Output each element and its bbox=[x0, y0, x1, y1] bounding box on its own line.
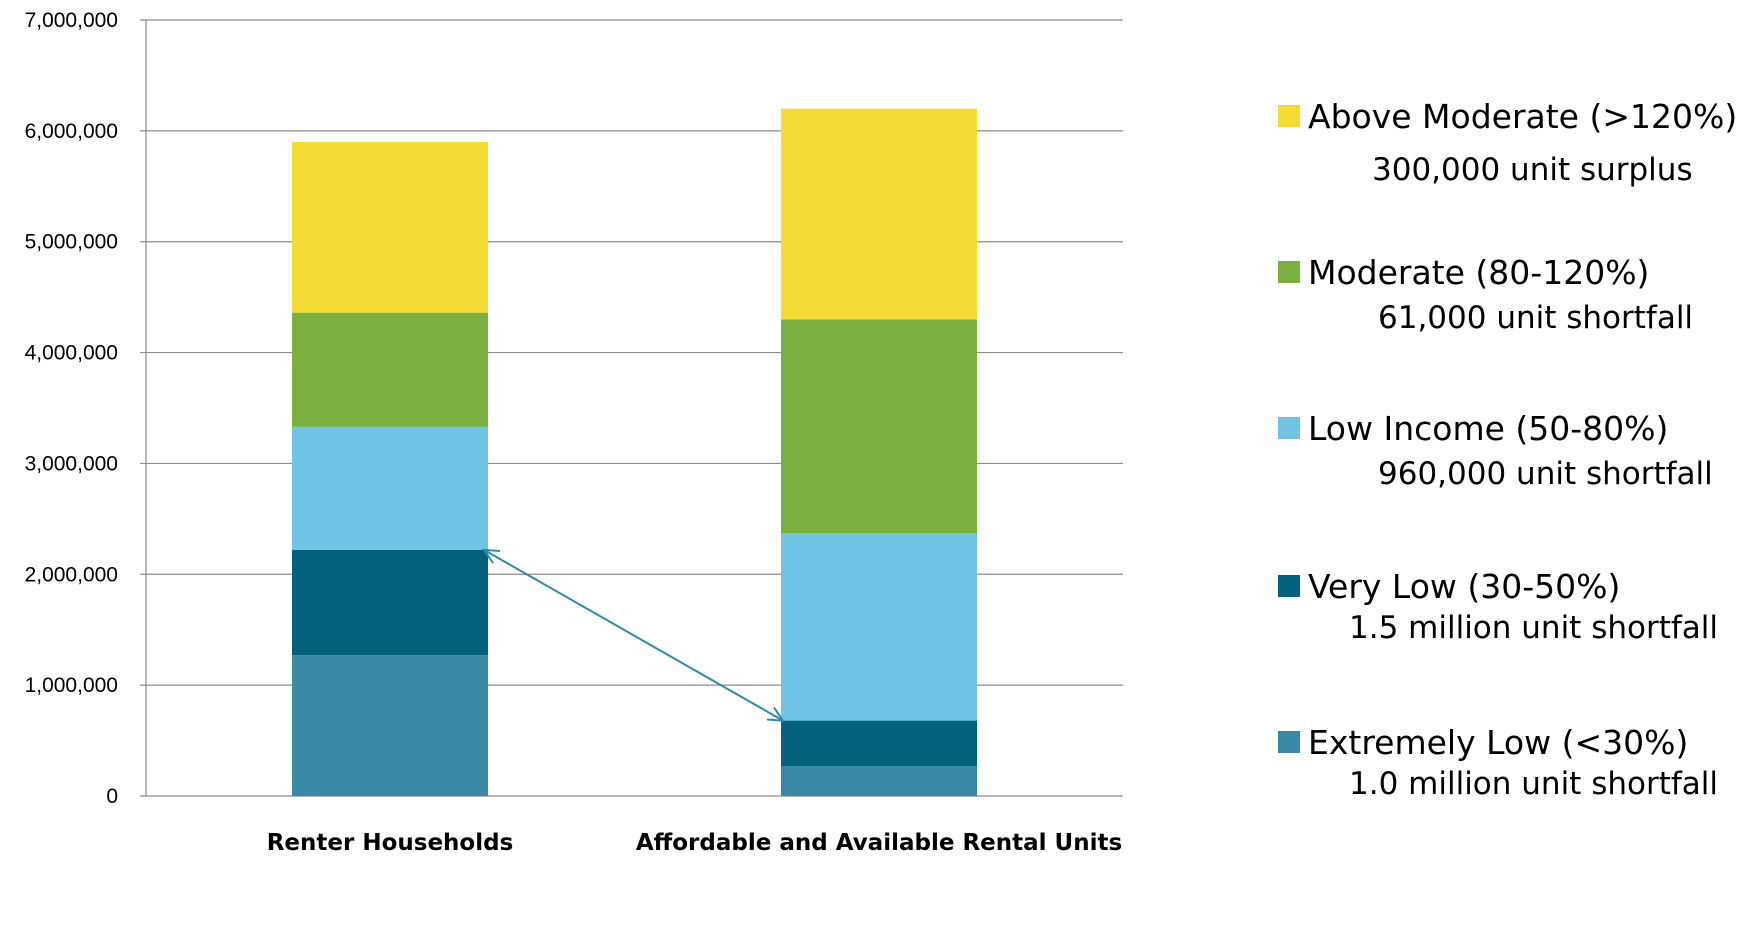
bar-segment bbox=[781, 720, 977, 767]
legend-label: Low Income (50-80%) bbox=[1308, 408, 1669, 448]
bar-segment bbox=[781, 766, 977, 796]
legend-item-extremely-low: Extremely Low (<30%) bbox=[1278, 722, 1688, 762]
bar-segment bbox=[292, 655, 488, 796]
x-category-label: Renter Households bbox=[267, 830, 514, 856]
arrow-head bbox=[482, 548, 501, 564]
legend-note: 1.0 million unit shortfall bbox=[1349, 766, 1718, 802]
y-tick-label: 4,000,000 bbox=[25, 342, 118, 365]
legend-swatch bbox=[1278, 417, 1300, 439]
bar-segment bbox=[292, 312, 488, 427]
legend-note: 300,000 unit surplus bbox=[1372, 152, 1693, 188]
legend-note: 61,000 unit shortfall bbox=[1378, 300, 1694, 336]
legend-swatch bbox=[1278, 261, 1300, 283]
y-tick-label: 2,000,000 bbox=[25, 563, 118, 586]
bar-segment bbox=[781, 108, 977, 320]
bars bbox=[292, 108, 977, 796]
legend-item-above-moderate: Above Moderate (>120%) bbox=[1278, 96, 1737, 136]
legend-label: Moderate (80-120%) bbox=[1308, 252, 1650, 292]
legend-swatch bbox=[1278, 105, 1300, 127]
arrow-line bbox=[483, 549, 784, 722]
legend: Above Moderate (>120%) 300,000 unit surp… bbox=[1278, 0, 1737, 946]
bar-segment bbox=[292, 141, 488, 313]
arrow-annotation bbox=[482, 548, 785, 722]
x-axis-labels: Renter Households Affordable and Availabl… bbox=[267, 830, 1122, 856]
legend-swatch bbox=[1278, 575, 1300, 597]
y-tick-label: 6,000,000 bbox=[25, 120, 118, 143]
legend-item-low-income: Low Income (50-80%) bbox=[1278, 408, 1668, 448]
y-tick-label: 5,000,000 bbox=[25, 231, 118, 254]
y-tick-label: 7,000,000 bbox=[25, 9, 118, 32]
legend-item-moderate: Moderate (80-120%) bbox=[1278, 252, 1649, 292]
bar-segment bbox=[292, 549, 488, 656]
y-axis: 0 1,000,000 2,000,000 3,000,000 4,000,000 5,0… bbox=[25, 9, 147, 808]
legend-item-very-low: Very Low (30-50%) bbox=[1278, 566, 1620, 606]
legend-label: Above Moderate (>120%) bbox=[1308, 96, 1737, 136]
bar-segment bbox=[292, 426, 488, 550]
legend-note: 1.5 million unit shortfall bbox=[1349, 610, 1718, 646]
bar-segment bbox=[781, 319, 977, 534]
legend-swatch bbox=[1278, 731, 1300, 753]
legend-note: 960,000 unit shortfall bbox=[1378, 456, 1713, 492]
arrow-head bbox=[766, 706, 785, 722]
x-category-label: Affordable and Available Rental Units bbox=[636, 830, 1122, 856]
legend-label: Very Low (30-50%) bbox=[1308, 566, 1621, 606]
y-tick-label: 1,000,000 bbox=[25, 674, 118, 697]
bar-segment bbox=[781, 533, 977, 721]
y-tick-label: 3,000,000 bbox=[25, 452, 118, 475]
legend-label: Extremely Low (<30%) bbox=[1308, 722, 1689, 762]
y-tick-label: 0 bbox=[106, 785, 118, 808]
